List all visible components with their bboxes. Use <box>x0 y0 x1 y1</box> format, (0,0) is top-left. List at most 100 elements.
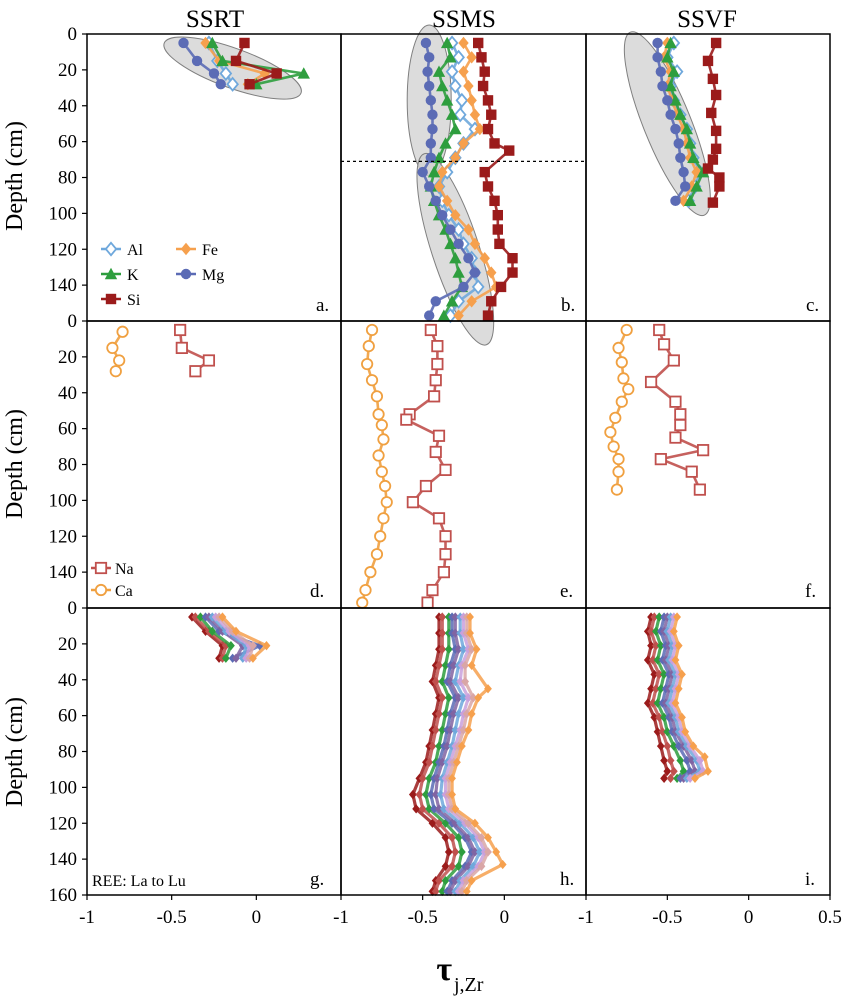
data-point-f-ca-11 <box>612 465 625 478</box>
data-point-b-si-18 <box>495 281 507 293</box>
x-tick-label: -0.5 <box>652 907 682 928</box>
data-point-b-al-5 <box>455 92 469 108</box>
data-point-f-na-8 <box>669 431 682 444</box>
series-layer <box>106 35 725 897</box>
legend-marker-al <box>104 241 118 257</box>
y-tick-label: 100 <box>49 490 78 511</box>
data-point-b-mg-13 <box>437 209 448 221</box>
data-point-h-ree-6-17 <box>469 861 478 871</box>
series-line-g-ree-2 <box>194 615 228 659</box>
data-point-e-na-12 <box>406 496 419 509</box>
data-point-i-ree-3-8 <box>660 712 668 723</box>
data-point-h-ree-2-4 <box>435 660 443 671</box>
data-point-e-na-14 <box>439 530 452 543</box>
data-point-f-ca-3 <box>615 356 628 369</box>
data-point-c-si-5 <box>706 107 717 119</box>
data-point-f-ca-12 <box>610 483 624 496</box>
data-point-h-ree-6-5 <box>451 676 460 687</box>
data-point-e-na-3 <box>431 357 444 371</box>
data-point-f-ca-8 <box>604 426 617 439</box>
y-tick-label: 80 <box>58 455 77 476</box>
data-point-c-si-1 <box>710 37 722 49</box>
data-point-i-ree-8-5 <box>678 669 686 680</box>
data-point-h-ree-3-18 <box>441 876 450 886</box>
data-point-h-ree-8-16 <box>484 847 492 857</box>
data-point-a-si-2 <box>230 55 242 67</box>
data-point-h-ree-4-12 <box>426 789 435 800</box>
data-point-b-si-10 <box>479 166 490 178</box>
data-point-c-mg-3 <box>655 66 667 77</box>
data-point-b-al-18 <box>471 279 485 295</box>
panel-label-e: e. <box>560 581 573 602</box>
data-point-f-ca-6 <box>615 395 628 408</box>
data-point-f-na-4 <box>644 375 658 389</box>
data-point-b-mg-11 <box>424 181 435 192</box>
data-point-i-ree-7-13 <box>686 773 695 784</box>
panel-label-h: h. <box>560 869 574 890</box>
y-tick-label: 20 <box>58 347 77 368</box>
data-point-b-k-16 <box>449 252 462 264</box>
data-point-i-ree-8-4 <box>671 655 680 665</box>
data-point-h-ree-5-1 <box>451 612 460 622</box>
series-line-a-mg <box>182 42 222 85</box>
data-point-b-mg-3 <box>422 66 433 77</box>
data-point-h-ree-1-12 <box>408 789 417 800</box>
x-tick-label: 0 <box>252 907 262 928</box>
data-point-h-ree-6-13 <box>440 804 448 814</box>
data-point-b-fe-7 <box>474 122 486 136</box>
data-point-b-mg-6 <box>427 109 438 120</box>
y-tick-label: 160 <box>49 885 78 906</box>
data-point-b-al-4 <box>448 78 462 94</box>
frame-layer <box>86 33 831 896</box>
data-point-h-ree-5-9 <box>443 741 452 751</box>
data-point-e-na-18 <box>421 596 434 609</box>
data-point-a-mg-2 <box>191 55 203 67</box>
data-point-b-fe-12 <box>441 194 453 208</box>
data-point-i-ree-3-11 <box>676 755 685 766</box>
panel-g-series <box>188 612 271 663</box>
data-point-f-ca-2 <box>612 341 625 355</box>
y-tick-label: 40 <box>58 96 77 117</box>
data-point-b-fe-8 <box>458 137 469 150</box>
data-point-c-si-4 <box>710 89 722 101</box>
legend-label-ca: Ca <box>115 583 133 600</box>
data-point-b-si-11 <box>482 181 494 192</box>
data-point-f-ca-7 <box>609 411 622 424</box>
data-point-b-si-17 <box>507 267 518 278</box>
y-tick-label: 140 <box>49 849 78 870</box>
data-point-e-ca-1 <box>365 323 379 337</box>
data-point-b-k-17 <box>452 266 465 278</box>
data-point-f-na-6 <box>674 408 687 421</box>
data-point-h-ree-4-13 <box>430 804 438 814</box>
data-point-c-k-8 <box>683 137 697 149</box>
data-point-e-na-10 <box>439 463 452 476</box>
data-point-h-ree-5-5 <box>446 676 455 687</box>
data-point-e-ca-7 <box>375 418 388 432</box>
x-axis-title: τ <box>436 951 452 988</box>
legend-label-si: Si <box>127 292 141 309</box>
data-point-h-ree-5-11 <box>433 773 442 784</box>
data-point-h-ree-8-19 <box>457 886 466 897</box>
data-point-b-si-5 <box>482 95 494 106</box>
panel-i-series <box>643 612 712 784</box>
data-point-h-ree-1-17 <box>441 861 450 871</box>
x-axis-title-subscript: j,Zr <box>453 974 484 996</box>
data-point-h-ree-9-12 <box>448 789 456 800</box>
data-point-h-ree-9-2 <box>466 628 474 638</box>
ree-note: REE: La to Lu <box>92 873 186 890</box>
data-point-b-k-6 <box>445 108 459 120</box>
panel-frame-g <box>86 607 342 896</box>
y-tick-label: 0 <box>68 598 78 619</box>
data-point-b-mg-15 <box>453 238 464 250</box>
data-point-f-ca-10 <box>612 453 625 466</box>
data-point-e-na-11 <box>419 479 433 493</box>
data-point-e-ca-4 <box>365 374 379 387</box>
data-point-h-ree-2-9 <box>428 741 437 751</box>
data-point-g-ree-3-1 <box>196 612 205 622</box>
y-axis-title-row-3: Depth (cm) <box>2 697 28 807</box>
data-point-c-k-11 <box>690 180 703 192</box>
data-point-c-mg-2 <box>652 52 663 63</box>
data-point-h-ree-3-6 <box>444 693 453 703</box>
data-point-e-ca-12 <box>380 496 393 509</box>
series-line-g-ree-1 <box>190 615 225 659</box>
